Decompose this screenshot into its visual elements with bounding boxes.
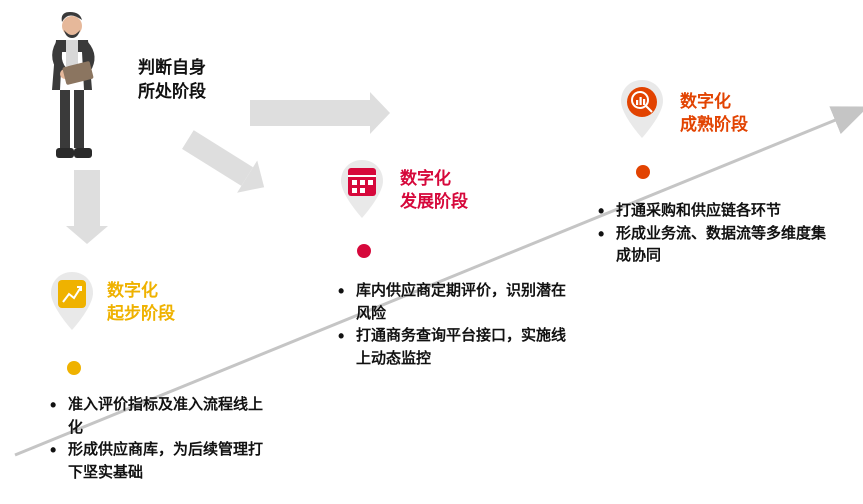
stage2-title-line1: 数字化	[400, 169, 451, 188]
stage3-title: 数字化成熟阶段	[680, 91, 748, 137]
stage1-title-line2: 起步阶段	[107, 304, 175, 323]
stage2-bullet-1: 打通商务查询平台接口，实施线上动态监控	[338, 325, 566, 370]
stage1-bullet-0: 准入评价指标及准入流程线上化	[50, 394, 270, 439]
intro-line1: 判断自身	[138, 58, 206, 77]
stage1-pin	[48, 270, 96, 334]
stage2-title: 数字化发展阶段	[400, 168, 468, 214]
stage2-dot	[357, 244, 371, 258]
stage2-title-line2: 发展阶段	[400, 192, 468, 211]
stage1-bullet-1: 形成供应商库，为后续管理打下坚实基础	[50, 439, 270, 484]
stage2-bullet-0: 库内供应商定期评价，识别潜在风险	[338, 280, 566, 325]
stage2-pin	[338, 158, 386, 222]
stage2-bullets: 库内供应商定期评价，识别潜在风险打通商务查询平台接口，实施线上动态监控	[338, 280, 566, 370]
stage3-title-line2: 成熟阶段	[680, 115, 748, 134]
stage1-title: 数字化起步阶段	[107, 280, 175, 326]
person-figure	[42, 12, 114, 164]
stage3-bullets: 打通采购和供应链各环节形成业务流、数据流等多维度集成协同	[598, 200, 838, 268]
stage3-dot	[636, 165, 650, 179]
gray-arrow-right	[250, 88, 392, 138]
intro-line2: 所处阶段	[138, 82, 206, 101]
gray-arrow-down	[62, 170, 112, 246]
stage3-pin	[618, 78, 666, 142]
stage3-bullet-1: 形成业务流、数据流等多维度集成协同	[598, 223, 838, 268]
stage3-title-line1: 数字化	[680, 92, 731, 111]
stage3-bullet-0: 打通采购和供应链各环节	[598, 200, 838, 223]
stage1-bullets: 准入评价指标及准入流程线上化形成供应商库，为后续管理打下坚实基础	[50, 394, 270, 484]
stage1-title-line1: 数字化	[107, 281, 158, 300]
stage1-dot	[67, 361, 81, 375]
intro-text: 判断自身所处阶段	[138, 56, 206, 104]
